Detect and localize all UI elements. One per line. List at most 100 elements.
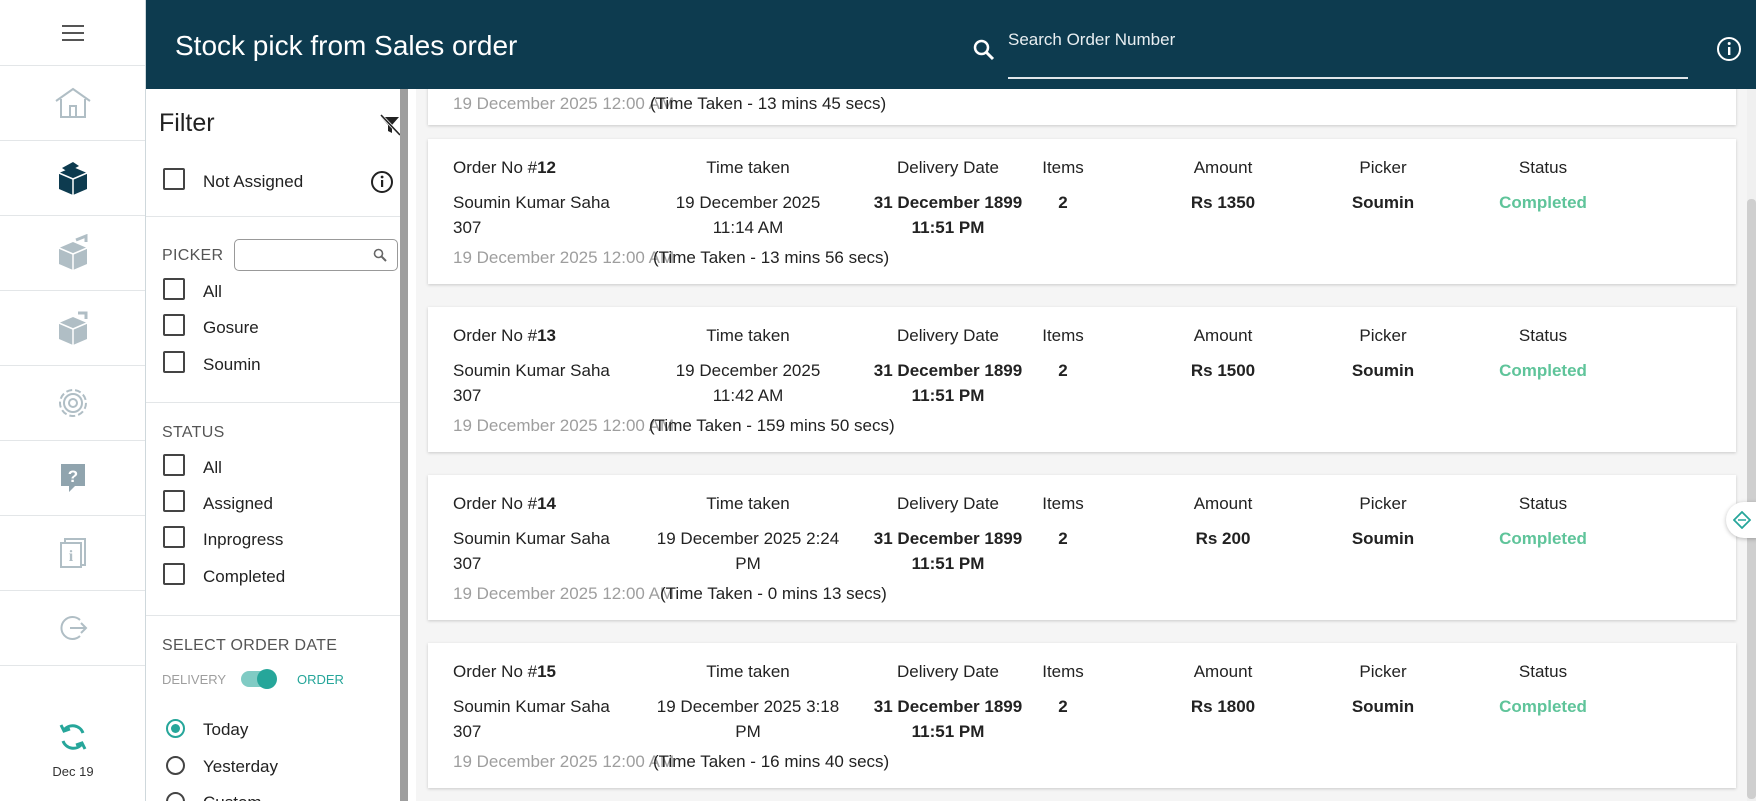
date-yesterday-radio[interactable] [166,756,185,775]
date-today-radio[interactable] [166,719,185,738]
delivery-date-value: 11:51 PM [911,386,985,405]
nav-stock-pick[interactable] [0,141,145,216]
picker-all-checkbox[interactable] [163,278,185,300]
col-time-taken: Time taken [706,662,790,681]
time-taken-duration: (Time Taken - 16 mins 40 secs) [653,752,890,771]
order-card[interactable]: Order No #15 Time taken Delivery Date It… [428,643,1736,788]
nav-rail: ? i Dec 19 [0,0,146,801]
date-custom-radio[interactable] [166,792,185,801]
floating-action-button[interactable] [1726,502,1756,538]
picker-gosure-checkbox[interactable] [163,314,185,336]
order-card-partial[interactable]: 19 December 2025 12:00 AM (Time Taken - … [428,89,1736,125]
nav-settings[interactable] [0,366,145,441]
gear-icon [58,389,87,417]
time-taken-duration: (Time Taken - 13 mins 56 secs) [653,248,890,267]
date-type-toggle[interactable] [241,669,277,689]
col-status: Status [1518,494,1568,513]
sync-area: Dec 19 [0,721,146,801]
nav-logout[interactable] [0,591,145,666]
search-icon[interactable] [972,38,996,62]
picker-value: Soumin [1351,697,1415,716]
delivery-date-value: 31 December 1899 [873,529,1023,548]
col-picker: Picker [1359,158,1407,177]
items-value: 2 [1058,193,1068,212]
created-date: 19 December 2025 12:00 AM [453,416,675,435]
picker-search-input[interactable] [234,239,398,271]
not-assigned-label: Not Assigned [203,172,304,191]
time-taken-value: 11:42 AM [712,386,784,405]
status-badge: Completed [1499,361,1587,380]
col-time-taken: Time taken [706,326,790,345]
time-taken-value: 19 December 2025 3:18 [656,697,840,716]
status-inprogress-checkbox[interactable] [163,526,185,548]
created-date: 19 December 2025 12:00 AM [453,248,675,267]
search-input[interactable] [1008,24,1688,79]
order-number: Order No #12 [453,158,557,177]
order-number: Order No #13 [453,326,557,345]
col-items: Items [1042,662,1084,681]
status-option-label: Completed [203,567,286,586]
delivery-date-value: 31 December 1899 [873,697,1023,716]
sync-icon[interactable] [57,721,89,753]
info-icon[interactable] [370,170,394,194]
delivery-date-value: 11:51 PM [911,218,985,237]
col-status: Status [1518,326,1568,345]
logout-icon [60,616,87,640]
items-value: 2 [1058,361,1068,380]
status-assigned-checkbox[interactable] [163,490,185,512]
amount-value: Rs 1800 [1190,697,1256,716]
time-taken-value: PM [735,554,761,573]
customer-name: Soumin Kumar Saha [453,193,610,212]
filter-title: Filter [159,109,215,137]
col-time-taken: Time taken [706,158,790,177]
status-option-label: All [203,458,222,477]
col-items: Items [1042,158,1084,177]
list-scrollbar[interactable] [1747,89,1756,801]
status-all-checkbox[interactable] [163,454,185,476]
col-delivery-date: Delivery Date [896,158,1000,177]
order-card[interactable]: Order No #12 Time taken Delivery Date It… [428,139,1736,284]
nav-info[interactable]: i [0,516,145,591]
col-status: Status [1518,662,1568,681]
col-items: Items [1042,494,1084,513]
customer-name: Soumin Kumar Saha [453,361,610,380]
picker-value: Soumin [1351,529,1415,548]
order-card[interactable]: Order No #13 Time taken Delivery Date It… [428,307,1736,452]
time-taken-duration: (Time Taken - 0 mins 13 secs) [660,584,887,603]
nav-stock-in[interactable] [0,291,145,366]
toggle-order-label: ORDER [297,672,344,687]
menu-button[interactable] [0,0,145,66]
col-time-taken: Time taken [706,494,790,513]
items-value: 2 [1058,697,1068,716]
customer-name: Soumin Kumar Saha [453,697,610,716]
nav-stock-out[interactable] [0,216,145,291]
customer-code: 307 [453,218,482,237]
home-icon [54,87,91,118]
hamburger-icon [61,24,84,41]
col-picker: Picker [1359,662,1407,681]
divider [146,615,400,616]
col-delivery-date: Delivery Date [896,662,1000,681]
time-taken-duration: (Time Taken - 13 mins 45 secs) [650,94,887,113]
clear-filter-icon[interactable] [378,113,402,137]
svg-text:i: i [68,548,73,565]
customer-code: 307 [453,386,482,405]
svg-text:?: ? [67,467,77,486]
items-value: 2 [1058,529,1068,548]
order-card[interactable]: Order No #14 Time taken Delivery Date It… [428,475,1736,620]
created-date: 19 December 2025 12:00 AM [453,584,675,603]
amount-value: Rs 1500 [1190,361,1256,380]
status-completed-checkbox[interactable] [163,563,185,585]
not-assigned-checkbox[interactable] [163,168,185,190]
time-taken-value: 19 December 2025 2:24 [656,529,840,548]
scrollbar-thumb[interactable] [1747,199,1756,799]
info-icon[interactable] [1716,36,1742,62]
time-taken-value: 19 December 2025 [675,361,821,380]
nav-home[interactable] [0,66,145,141]
nav-help[interactable]: ? [0,441,145,516]
box-in-icon [58,311,87,345]
search-bar [972,24,1756,79]
picker-value: Soumin [1351,193,1415,212]
picker-soumin-checkbox[interactable] [163,351,185,373]
col-amount: Amount [1193,494,1253,513]
